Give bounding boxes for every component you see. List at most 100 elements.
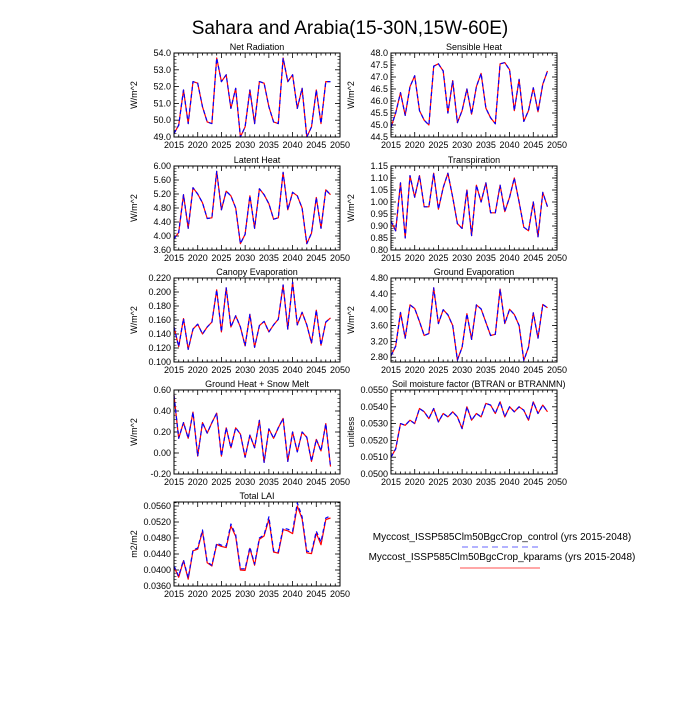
y-tick-label: 0.90 [370, 221, 388, 231]
x-tick-label: 2025 [211, 365, 231, 375]
x-tick-label: 2035 [259, 589, 279, 599]
y-tick-label: 0.100 [148, 357, 171, 367]
x-tick-label: 2045 [306, 589, 326, 599]
series-line-kparams [173, 505, 331, 580]
y-tick-label: 6.00 [153, 161, 171, 171]
y-tick-label: 0.0480 [143, 533, 171, 543]
x-tick-label: 2020 [405, 477, 425, 487]
x-tick-label: 2025 [211, 140, 231, 150]
x-tick-label: 2020 [188, 589, 208, 599]
y-tick-label: 0.60 [153, 385, 171, 395]
y-tick-label: 0.140 [148, 329, 171, 339]
y-tick-label: 0.160 [148, 315, 171, 325]
x-tick-label: 2025 [428, 365, 448, 375]
series-line-kparams [390, 61, 549, 128]
x-tick-label: 2025 [211, 477, 231, 487]
x-tick-label: 2040 [283, 365, 303, 375]
x-tick-label: 2030 [235, 477, 255, 487]
x-tick-label: 2025 [211, 589, 231, 599]
panel-title: Net Radiation [230, 42, 285, 52]
x-tick-label: 2035 [259, 365, 279, 375]
x-tick-label: 2015 [381, 365, 401, 375]
x-tick-label: 2040 [500, 253, 520, 263]
panel-title: Sensible Heat [446, 42, 503, 52]
y-tick-label: 0.0510 [360, 452, 388, 462]
y-tick-label: 0.40 [153, 406, 171, 416]
x-tick-label: 2030 [235, 253, 255, 263]
panel-ground-evaporation: Ground Evaporation W/m^2 2015 2020 2025 2030 2… [346, 267, 567, 375]
y-tick-label: 5.20 [153, 189, 171, 199]
y-tick-label: 52.0 [153, 82, 171, 92]
x-tick-label: 2020 [188, 140, 208, 150]
x-tick-label: 2040 [283, 253, 303, 263]
series-line-control [173, 281, 331, 350]
x-tick-label: 2020 [405, 140, 425, 150]
y-tick-label: 4.00 [153, 231, 171, 241]
panel-net-radiation: Net Radiation W/m^2 2015 2020 2025 2030 2035 20… [129, 42, 350, 150]
x-tick-label: 2020 [405, 365, 425, 375]
y-tick-label: 0.0520 [360, 435, 388, 445]
y-tick-label: 0.0560 [143, 501, 171, 511]
x-tick-label: 2020 [188, 477, 208, 487]
panel-transpiration: Transpiration W/m^2 2015 2020 2025 2030 2035 20… [346, 155, 567, 263]
y-tick-label: 3.60 [153, 245, 171, 255]
y-axis-label: W/m^2 [129, 194, 139, 222]
x-tick-label: 2040 [283, 140, 303, 150]
x-tick-label: 2040 [283, 589, 303, 599]
plot-frame [173, 165, 341, 251]
y-axis-label: W/m^2 [129, 81, 139, 109]
x-tick-label: 2020 [188, 253, 208, 263]
series-line-control [390, 287, 548, 361]
y-axis-label: m2/m2 [129, 530, 139, 558]
y-tick-label: 0.95 [370, 209, 388, 219]
series-line-kparams [390, 401, 548, 458]
x-tick-label: 2045 [306, 365, 326, 375]
x-tick-label: 2040 [283, 477, 303, 487]
plot-frame [390, 52, 558, 138]
x-tick-label: 2045 [523, 253, 543, 263]
panel-title: Ground Evaporation [434, 267, 515, 277]
y-tick-label: 0.0440 [143, 549, 171, 559]
series-line-kparams [173, 57, 331, 138]
x-tick-label: 2015 [381, 253, 401, 263]
x-tick-label: 2015 [381, 477, 401, 487]
y-tick-label: 0.0530 [360, 419, 388, 429]
x-tick-label: 2020 [405, 253, 425, 263]
x-tick-label: 2015 [164, 140, 184, 150]
series-line-control [390, 401, 548, 458]
series-line-kparams [390, 172, 549, 239]
series-line-control [173, 502, 331, 579]
y-tick-label: 4.40 [153, 217, 171, 227]
series-line-kparams [390, 287, 548, 361]
x-tick-label: 2015 [164, 253, 184, 263]
y-tick-label: 0.0500 [360, 469, 388, 479]
x-tick-label: 2050 [330, 477, 350, 487]
plot-frame [173, 501, 341, 587]
panel-title: Canopy Evaporation [216, 267, 298, 277]
x-tick-label: 2040 [500, 477, 520, 487]
y-tick-label: 4.80 [370, 273, 388, 283]
x-tick-label: 2050 [330, 253, 350, 263]
y-tick-label: 4.40 [370, 289, 388, 299]
y-tick-label: 44.5 [370, 132, 388, 142]
y-tick-label: 1.00 [370, 197, 388, 207]
y-tick-label: 3.20 [370, 336, 388, 346]
series-line-control [390, 61, 549, 128]
y-tick-label: 0.120 [148, 343, 171, 353]
y-axis-label: unitless [346, 416, 356, 447]
y-tick-label: 51.0 [153, 98, 171, 108]
y-axis-label: W/m^2 [346, 81, 356, 109]
x-tick-label: 2035 [259, 477, 279, 487]
x-tick-label: 2035 [476, 253, 496, 263]
panel-title: Transpiration [448, 155, 500, 165]
series-line-control [173, 395, 332, 467]
y-tick-label: 4.00 [370, 305, 388, 315]
x-tick-label: 2035 [259, 140, 279, 150]
x-tick-label: 2035 [476, 140, 496, 150]
y-tick-label: 0.20 [153, 427, 171, 437]
y-tick-label: 45.0 [370, 120, 388, 130]
x-tick-label: 2050 [330, 589, 350, 599]
y-tick-label: 46.5 [370, 84, 388, 94]
y-tick-label: 3.60 [370, 321, 388, 331]
